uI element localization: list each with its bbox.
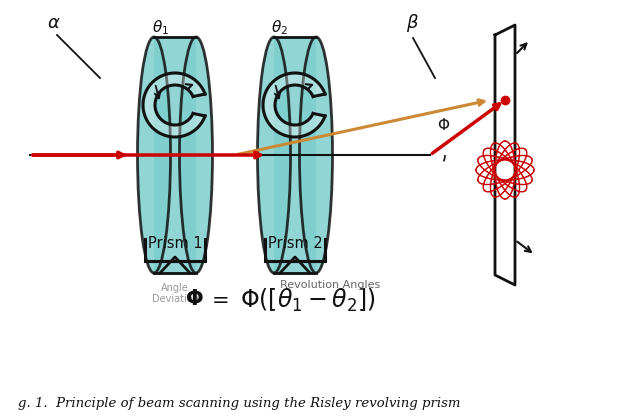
Bar bbox=[274, 37, 316, 273]
Text: $\alpha$: $\alpha$ bbox=[47, 14, 61, 32]
Text: $\mathbf{\Phi}$: $\mathbf{\Phi}$ bbox=[185, 289, 204, 309]
Text: $\theta_1$: $\theta_1$ bbox=[152, 18, 169, 37]
Ellipse shape bbox=[257, 37, 291, 273]
Text: Revolution Angles: Revolution Angles bbox=[280, 280, 380, 290]
Text: $\Phi$: $\Phi$ bbox=[437, 117, 450, 133]
Ellipse shape bbox=[138, 37, 170, 273]
Text: $\theta_2$: $\theta_2$ bbox=[271, 18, 288, 37]
Polygon shape bbox=[263, 73, 325, 137]
Polygon shape bbox=[143, 73, 205, 137]
Text: Prism 1: Prism 1 bbox=[148, 236, 202, 251]
Ellipse shape bbox=[179, 37, 212, 273]
Text: Angle: Angle bbox=[161, 283, 189, 293]
Text: Prism 2: Prism 2 bbox=[268, 236, 323, 251]
Polygon shape bbox=[495, 25, 515, 285]
Text: g. 1.  Principle of beam scanning using the Risley revolving prism: g. 1. Principle of beam scanning using t… bbox=[18, 397, 461, 410]
Text: $\Phi([\theta_1 - \theta_2])$: $\Phi([\theta_1 - \theta_2])$ bbox=[240, 287, 376, 314]
Ellipse shape bbox=[300, 37, 333, 273]
Text: $=$: $=$ bbox=[207, 289, 228, 309]
Text: Deviation: Deviation bbox=[152, 294, 198, 304]
Text: $\beta$: $\beta$ bbox=[406, 12, 419, 34]
Bar bbox=[154, 37, 196, 273]
